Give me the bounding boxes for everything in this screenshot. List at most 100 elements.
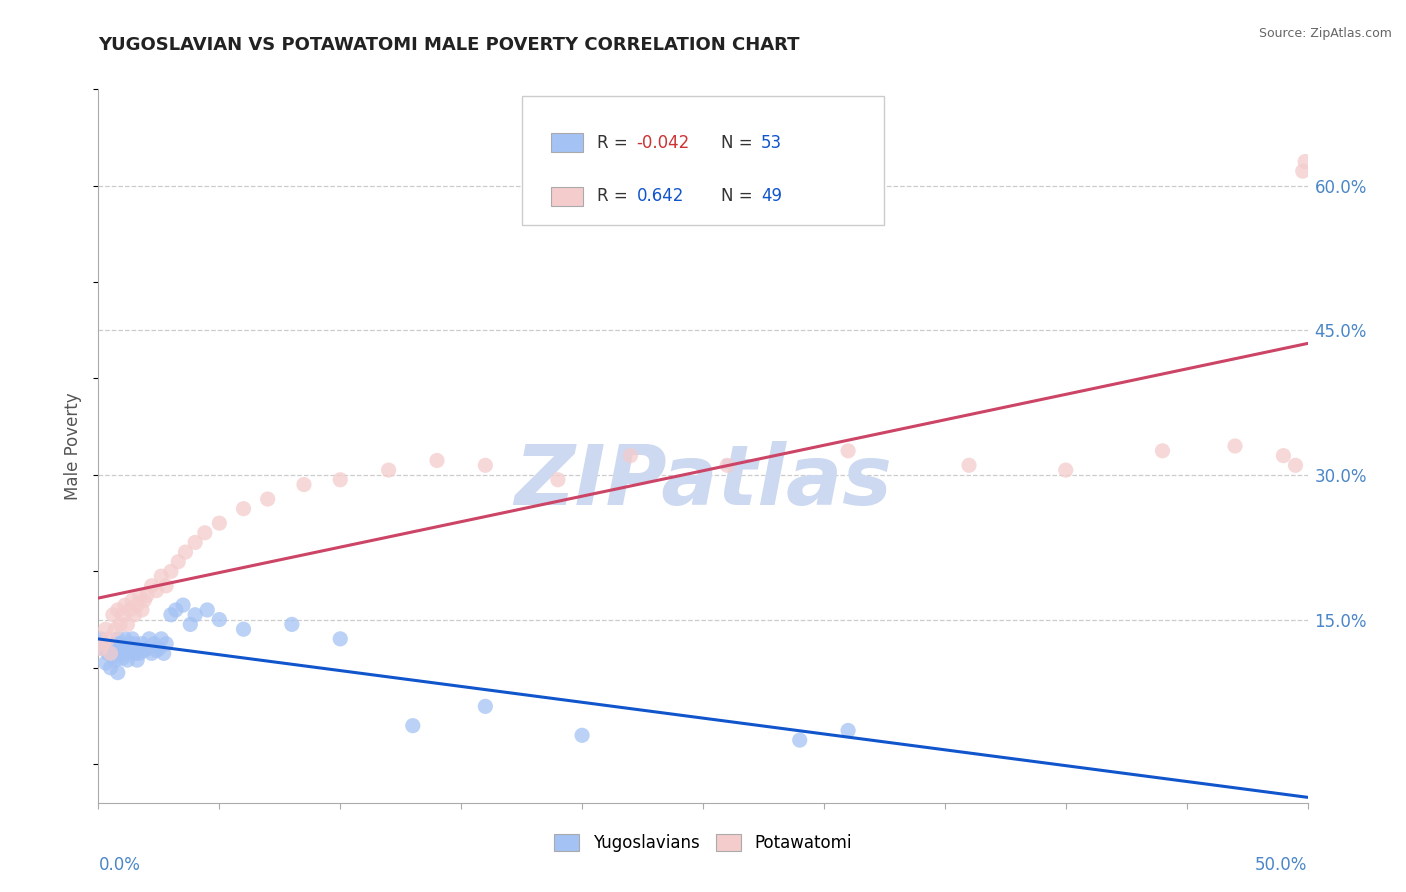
Point: [402, 719, 425, 733]
Point: [716, 458, 738, 473]
Point: [281, 617, 304, 632]
Point: [100, 646, 122, 660]
Point: [114, 632, 136, 646]
Point: [117, 617, 139, 632]
Point: [111, 607, 134, 622]
Point: [107, 665, 129, 680]
Point: [571, 728, 593, 742]
Point: [127, 598, 149, 612]
Point: [131, 603, 153, 617]
Point: [141, 646, 163, 660]
Point: [232, 501, 254, 516]
FancyBboxPatch shape: [551, 133, 583, 153]
FancyBboxPatch shape: [522, 96, 884, 225]
Point: [100, 661, 122, 675]
Point: [1292, 164, 1315, 178]
Point: [108, 617, 131, 632]
Point: [97, 632, 120, 646]
Point: [135, 641, 157, 656]
Point: [90, 641, 112, 656]
Point: [101, 607, 124, 622]
Point: [121, 632, 143, 646]
Point: [547, 473, 569, 487]
Point: [107, 603, 129, 617]
Point: [837, 443, 859, 458]
Point: [160, 565, 183, 579]
Point: [111, 641, 134, 656]
Y-axis label: Male Poverty: Male Poverty: [65, 392, 83, 500]
Point: [94, 656, 117, 670]
Point: [143, 637, 166, 651]
Legend: Yugoslavians, Potawatomi: Yugoslavians, Potawatomi: [547, 827, 859, 859]
Point: [1272, 449, 1295, 463]
Point: [138, 632, 160, 646]
Point: [167, 555, 190, 569]
Text: Source: ZipAtlas.com: Source: ZipAtlas.com: [1258, 27, 1392, 40]
Point: [155, 579, 177, 593]
Point: [135, 589, 157, 603]
Text: 49: 49: [761, 187, 782, 205]
Point: [184, 535, 207, 549]
Text: -0.042: -0.042: [637, 134, 690, 152]
Point: [837, 723, 859, 738]
Point: [152, 646, 174, 660]
Point: [145, 643, 167, 657]
Point: [1054, 463, 1077, 477]
Text: 0.0%: 0.0%: [98, 855, 141, 874]
Point: [165, 603, 187, 617]
Point: [134, 593, 156, 607]
Point: [377, 463, 399, 477]
Point: [121, 643, 143, 657]
Point: [111, 651, 134, 665]
Point: [124, 607, 146, 622]
Point: [121, 593, 143, 607]
Point: [1284, 458, 1306, 473]
Point: [208, 613, 231, 627]
Point: [131, 637, 153, 651]
Point: [474, 699, 496, 714]
Point: [91, 637, 114, 651]
Point: [292, 477, 315, 491]
FancyBboxPatch shape: [551, 186, 583, 206]
Point: [114, 646, 136, 660]
Point: [172, 598, 194, 612]
Point: [124, 646, 146, 660]
Point: [100, 643, 122, 657]
Point: [90, 632, 112, 646]
Point: [101, 649, 124, 664]
Point: [134, 643, 156, 657]
Point: [91, 641, 114, 656]
Point: [114, 598, 136, 612]
Point: [160, 607, 183, 622]
Point: [155, 637, 177, 651]
Point: [127, 653, 149, 667]
Text: ZIPatlas: ZIPatlas: [515, 442, 891, 522]
Point: [128, 589, 150, 603]
Point: [145, 583, 167, 598]
Point: [179, 617, 201, 632]
Point: [474, 458, 496, 473]
Text: 50.0%: 50.0%: [1256, 855, 1308, 874]
Point: [232, 622, 254, 636]
Text: N =: N =: [721, 134, 758, 152]
Point: [184, 607, 207, 622]
Point: [104, 622, 127, 636]
Point: [195, 603, 218, 617]
Point: [107, 632, 129, 646]
Point: [104, 653, 127, 667]
Point: [789, 733, 811, 747]
Point: [1294, 154, 1316, 169]
Point: [124, 637, 146, 651]
Point: [208, 516, 231, 530]
Point: [174, 545, 197, 559]
Point: [426, 453, 449, 467]
Point: [329, 473, 352, 487]
Point: [118, 637, 141, 651]
Point: [117, 653, 139, 667]
Point: [150, 632, 173, 646]
Text: R =: R =: [596, 134, 633, 152]
Point: [128, 646, 150, 660]
Point: [957, 458, 980, 473]
Point: [1152, 443, 1174, 458]
Point: [97, 646, 120, 660]
